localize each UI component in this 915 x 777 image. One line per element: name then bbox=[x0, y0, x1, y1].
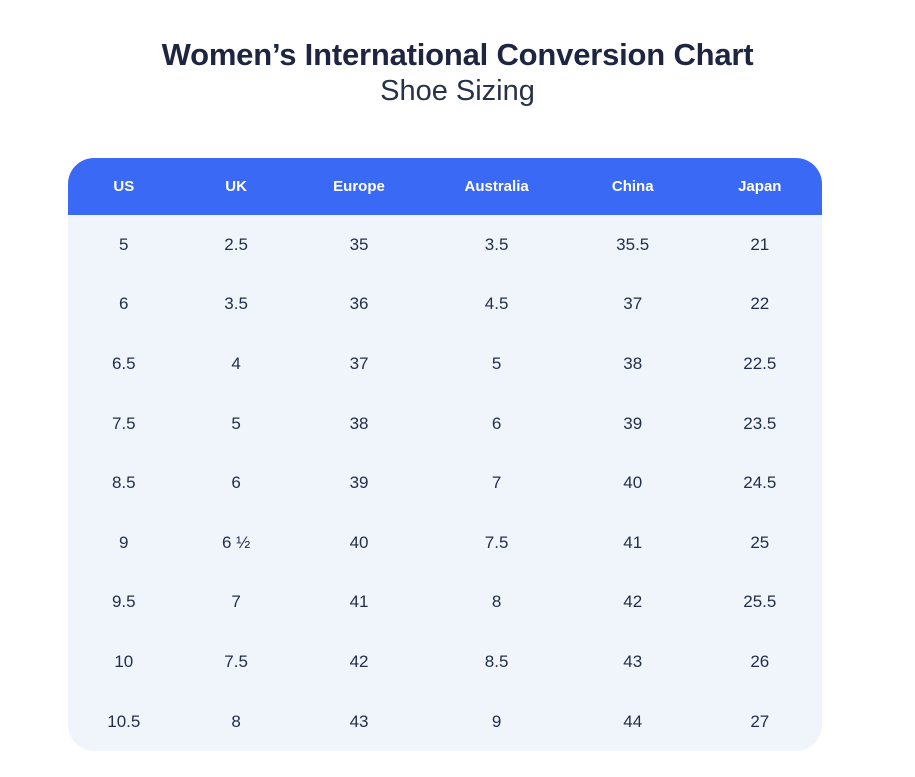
table-cell: 40 bbox=[567, 453, 698, 513]
table-cell: 6 bbox=[68, 274, 180, 335]
table-cell: 9 bbox=[68, 512, 180, 573]
table-cell: 38 bbox=[567, 334, 698, 394]
table-cell: 6 bbox=[425, 393, 568, 454]
column-header-europe: Europe bbox=[292, 158, 426, 215]
column-header-uk: UK bbox=[179, 158, 293, 215]
table-cell: 25.5 bbox=[697, 572, 822, 633]
table-cell: 36 bbox=[292, 274, 426, 335]
column-header-australia: Australia bbox=[425, 158, 568, 215]
table-cell: 37 bbox=[292, 334, 426, 394]
table-header-row: US UK Europe Australia China Japan bbox=[68, 158, 822, 215]
table-cell: 4.5 bbox=[425, 274, 568, 335]
table-cell: 2.5 bbox=[179, 215, 293, 275]
table-row: 9.5 7 41 8 42 25.5 bbox=[68, 572, 822, 633]
table-cell: 5 bbox=[179, 393, 293, 454]
table-row: 10.5 8 43 9 44 27 bbox=[68, 691, 822, 752]
table-cell: 40 bbox=[292, 512, 426, 573]
table-cell: 7.5 bbox=[425, 512, 568, 573]
page-title: Women’s International Conversion Chart bbox=[161, 37, 754, 72]
table-cell: 5 bbox=[425, 334, 568, 394]
table-cell: 39 bbox=[567, 393, 698, 454]
table-cell: 35 bbox=[292, 215, 426, 275]
conversion-table: US UK Europe Australia China Japan 5 2.5 3… bbox=[68, 158, 822, 752]
table-cell: 7.5 bbox=[179, 632, 293, 692]
table-cell: 24.5 bbox=[697, 453, 822, 513]
table-cell: 38 bbox=[292, 393, 426, 454]
table-cell: 5 bbox=[68, 215, 180, 275]
table-cell: 44 bbox=[567, 691, 698, 752]
table-cell: 41 bbox=[292, 572, 426, 633]
table-cell: 3.5 bbox=[179, 274, 293, 335]
table-cell: 35.5 bbox=[567, 215, 698, 275]
table-cell: 3.5 bbox=[425, 215, 568, 275]
table-cell: 8 bbox=[179, 691, 293, 752]
column-header-us: US bbox=[68, 158, 180, 215]
table-cell: 26 bbox=[697, 632, 822, 692]
table-cell: 10.5 bbox=[68, 691, 180, 752]
table-row: 8.5 6 39 7 40 24.5 bbox=[68, 453, 822, 513]
table-row: 5 2.5 35 3.5 35.5 21 bbox=[68, 215, 822, 275]
table-cell: 43 bbox=[292, 691, 426, 752]
table-cell: 9 bbox=[425, 691, 568, 752]
table-cell: 9.5 bbox=[68, 572, 180, 633]
table-row: 6 3.5 36 4.5 37 22 bbox=[68, 274, 822, 335]
table-cell: 42 bbox=[567, 572, 698, 633]
table-cell: 7 bbox=[425, 453, 568, 513]
table-cell: 22.5 bbox=[697, 334, 822, 394]
table-cell: 22 bbox=[697, 274, 822, 335]
table-cell: 4 bbox=[179, 334, 293, 394]
table-cell: 27 bbox=[697, 691, 822, 752]
table-row: 6.5 4 37 5 38 22.5 bbox=[68, 334, 822, 394]
shoe-size-conversion-table: US UK Europe Australia China Japan 5 2.5 3… bbox=[68, 158, 822, 752]
table-cell: 8.5 bbox=[425, 632, 568, 692]
table-cell: 6.5 bbox=[68, 334, 180, 394]
table-cell: 10 bbox=[68, 632, 180, 692]
table-cell: 7.5 bbox=[68, 393, 180, 454]
table-cell: 23.5 bbox=[697, 393, 822, 454]
page-subtitle: Shoe Sizing bbox=[380, 74, 535, 107]
table-row: 10 7.5 42 8.5 43 26 bbox=[68, 632, 822, 692]
table-cell: 37 bbox=[567, 274, 698, 335]
table-cell: 25 bbox=[697, 512, 822, 573]
column-header-japan: Japan bbox=[697, 158, 822, 215]
table-cell: 42 bbox=[292, 632, 426, 692]
table-cell: 21 bbox=[697, 215, 822, 275]
table-row: 7.5 5 38 6 39 23.5 bbox=[68, 393, 822, 454]
table-cell: 6 ½ bbox=[179, 512, 293, 573]
table-cell: 39 bbox=[292, 453, 426, 513]
table-body: 5 2.5 35 3.5 35.5 21 6 3.5 36 4.5 37 22 6.5 4 37 5 38 22.… bbox=[68, 215, 822, 752]
table-cell: 8.5 bbox=[68, 453, 180, 513]
table-cell: 6 bbox=[179, 453, 293, 513]
table-cell: 43 bbox=[567, 632, 698, 692]
table-cell: 7 bbox=[179, 572, 293, 633]
table-cell: 8 bbox=[425, 572, 568, 633]
column-header-china: China bbox=[567, 158, 698, 215]
table-cell: 41 bbox=[567, 512, 698, 573]
